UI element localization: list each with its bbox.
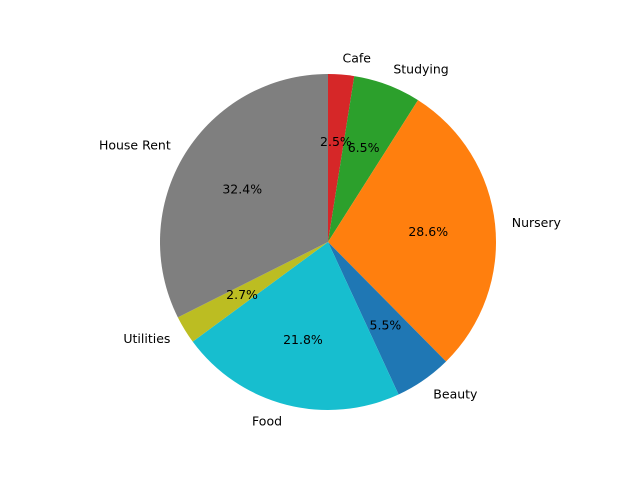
pie-slice-nursery	[328, 100, 497, 362]
pie-slice-house-rent	[159, 74, 328, 318]
pie-slice-cafe	[328, 74, 355, 242]
slice-pct-beauty: 5.5%	[370, 317, 402, 332]
slice-label-studying: Studying	[393, 62, 448, 77]
slice-label-nursery: Nursery	[512, 215, 562, 230]
slice-pct-food: 21.8%	[283, 332, 323, 347]
slice-label-food: Food	[252, 413, 282, 428]
slice-label-beauty: Beauty	[433, 386, 478, 401]
slice-label-cafe: Cafe	[343, 50, 372, 65]
slice-pct-utilities: 2.7%	[226, 287, 258, 302]
pie-slice-utilities	[177, 242, 328, 342]
pie-slice-studying	[328, 76, 419, 242]
pie-slices	[159, 74, 497, 410]
slice-pct-studying: 6.5%	[348, 140, 380, 155]
slice-pct-cafe: 2.5%	[320, 134, 352, 149]
slice-label-house-rent: House Rent	[99, 137, 171, 152]
pie-slice-beauty	[328, 242, 447, 395]
pie-labels: Cafe 2.5% Studying 6.5% Nursery 28.6% Beauty 5.…	[99, 50, 562, 428]
slice-pct-nursery: 28.6%	[408, 224, 448, 239]
slice-pct-house-rent: 32.4%	[222, 182, 262, 197]
pie-slice-food	[192, 242, 399, 410]
slice-label-utilities: Utilities	[123, 331, 170, 346]
